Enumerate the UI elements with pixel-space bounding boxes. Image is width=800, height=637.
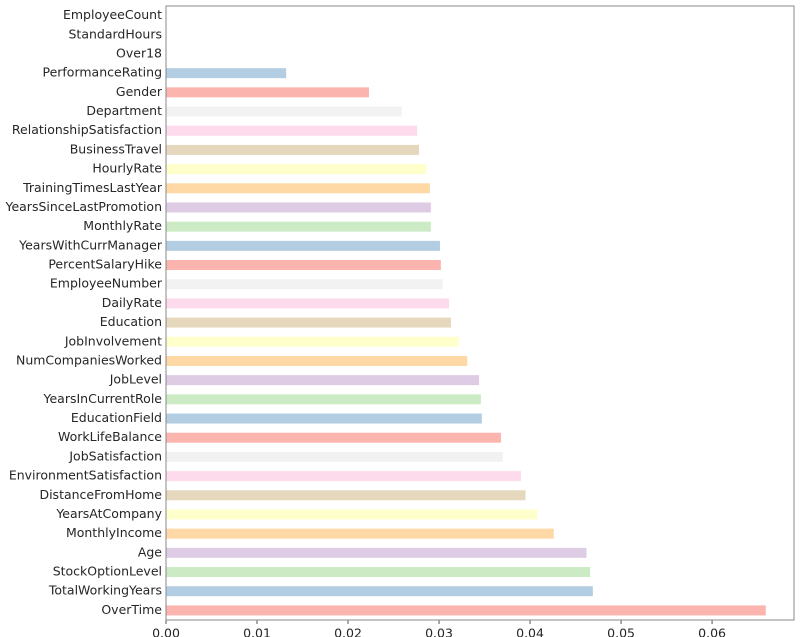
- y-tick-label: Age: [138, 544, 162, 559]
- y-tick-label: YearsSinceLastPromotion: [4, 199, 162, 214]
- y-tick-label: YearsInCurrentRole: [43, 391, 163, 406]
- bar: [166, 144, 420, 155]
- y-tick-label: JobInvolvement: [64, 333, 162, 348]
- bar: [166, 106, 402, 117]
- x-tick-label: 0.00: [152, 626, 180, 637]
- bar: [166, 471, 521, 482]
- y-tick-label: DistanceFromHome: [39, 487, 162, 502]
- bar: [166, 336, 460, 347]
- bar: [166, 432, 501, 443]
- y-tick-label: BusinessTravel: [70, 141, 162, 156]
- y-tick-label: Education: [100, 314, 162, 329]
- bar: [166, 490, 526, 501]
- y-tick-label: RelationshipSatisfaction: [12, 122, 162, 137]
- y-tick-label: StandardHours: [69, 26, 163, 41]
- bar: [166, 528, 554, 539]
- y-tick-label: Department: [86, 103, 162, 118]
- y-tick-label: Gender: [116, 84, 163, 99]
- bar: [166, 202, 431, 213]
- y-tick-label: EducationField: [71, 410, 162, 425]
- y-tick-label: EmployeeCount: [63, 7, 162, 22]
- y-tick-label: Over18: [116, 45, 162, 60]
- bar: [166, 355, 468, 366]
- y-tick-label: OverTime: [101, 602, 162, 617]
- bar: [166, 260, 441, 271]
- y-tick-label: YearsAtCompany: [55, 506, 162, 521]
- y-tick-label: MonthlyRate: [83, 218, 162, 233]
- bar: [166, 317, 451, 328]
- bar: [166, 87, 369, 98]
- bar: [166, 375, 480, 386]
- y-tick-label: DailyRate: [102, 295, 163, 310]
- bar: [166, 509, 538, 520]
- bar: [166, 68, 287, 79]
- plot-frame: [165, 5, 795, 621]
- y-tick-label: EmployeeNumber: [50, 276, 163, 291]
- y-tick-label: TotalWorkingYears: [48, 583, 162, 598]
- y-tick-label: YearsWithCurrManager: [18, 237, 163, 252]
- y-tick-label: JobSatisfaction: [68, 448, 162, 463]
- y-tick-label: TrainingTimesLastYear: [22, 180, 163, 195]
- bar: [166, 221, 431, 232]
- bar: [166, 298, 450, 309]
- bar: [166, 586, 593, 597]
- y-tick-label: StockOptionLevel: [53, 564, 162, 579]
- x-tick-label: 0.02: [334, 626, 362, 637]
- x-tick-label: 0.03: [425, 626, 453, 637]
- bar: [166, 183, 430, 194]
- bar: [166, 164, 427, 175]
- x-tick-label: 0.01: [243, 626, 271, 637]
- bar: [166, 394, 481, 405]
- x-tick-label: 0.05: [607, 626, 635, 637]
- y-tick-label: JobLevel: [109, 372, 162, 387]
- y-tick-label: PercentSalaryHike: [48, 257, 162, 272]
- y-tick-label: MonthlyIncome: [66, 525, 162, 540]
- bar: [166, 451, 503, 462]
- bar: [166, 240, 440, 251]
- y-tick-label: PerformanceRating: [42, 65, 162, 80]
- y-tick-label: EnvironmentSatisfaction: [9, 468, 162, 483]
- bar: [166, 567, 591, 578]
- bar: [166, 605, 766, 616]
- y-tick-label: HourlyRate: [92, 161, 162, 176]
- x-tick-label: 0.06: [698, 626, 726, 637]
- y-tick-label: WorkLifeBalance: [58, 429, 162, 444]
- y-tick-label: NumCompaniesWorked: [16, 352, 162, 367]
- x-tick-label: 0.04: [516, 626, 544, 637]
- bar: [166, 279, 443, 290]
- bar: [166, 413, 482, 424]
- bar: [166, 547, 587, 558]
- bar: [166, 125, 418, 136]
